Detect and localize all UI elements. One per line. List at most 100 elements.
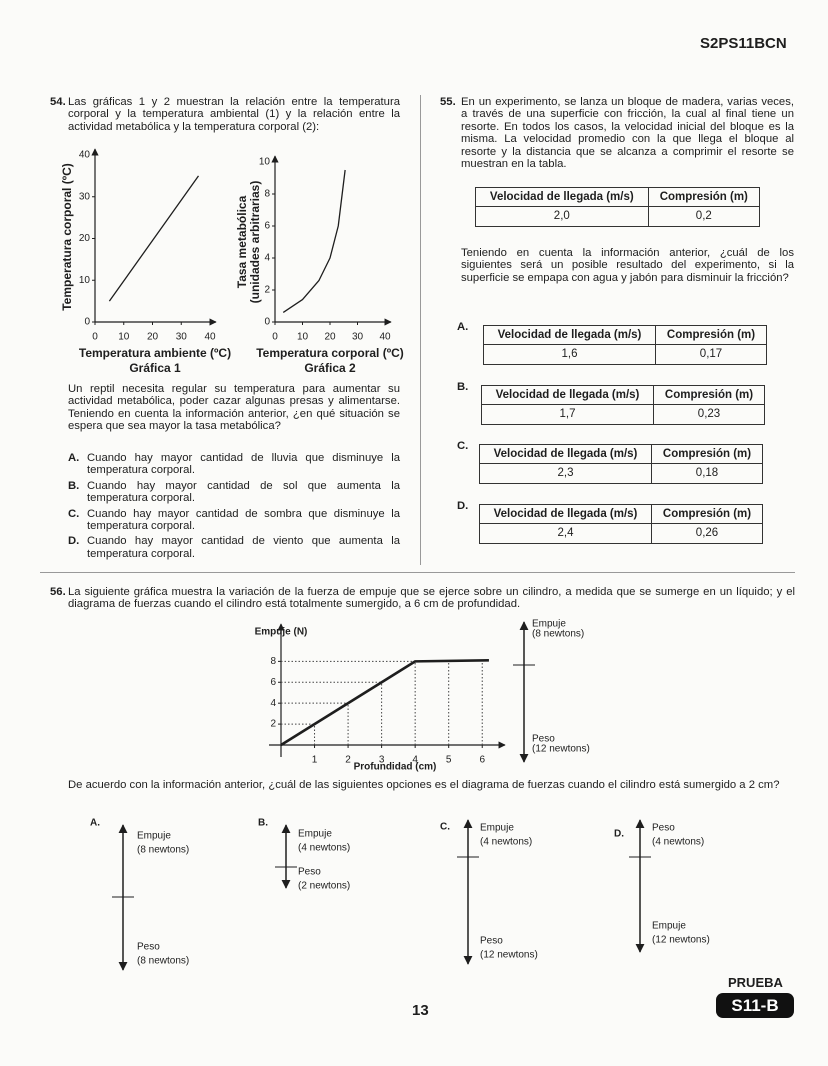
force-name: Empuje [652, 921, 686, 932]
y-tick-label: 0 [84, 317, 90, 328]
force-amount: (12 newtons) [480, 950, 538, 961]
x-axis-label: Profundidad (cm) [354, 762, 437, 773]
table-row: Velocidad de llegada (m/s) Compresión (m) [483, 324, 767, 346]
data-line [108, 175, 200, 302]
x-tick-label: 3 [379, 755, 385, 766]
table-cell: 0,2 [647, 206, 761, 227]
y-tick-label: 20 [79, 233, 91, 244]
force-amount: (12 newtons) [652, 935, 710, 946]
y-tick-label: 8 [270, 656, 276, 667]
option-letter: C. [440, 822, 450, 833]
q-number: 55. [440, 96, 456, 108]
q-number: 56. [50, 586, 66, 598]
y-tick-label: 6 [270, 677, 276, 688]
y-tick-label: 4 [264, 253, 270, 264]
option-letter: D. [68, 535, 80, 548]
y-tick-label: 40 [79, 150, 91, 161]
q-stem: En un experimento, se lanza un bloque de… [461, 96, 794, 171]
caption: Gráfica 1 [129, 361, 181, 375]
table-cell: 0,17 [655, 344, 767, 365]
table-header: Compresión (m) [653, 384, 765, 406]
force-name: Empuje [532, 619, 566, 630]
x-tick-label: 30 [176, 332, 188, 343]
x-axis-label: Temperatura corporal (ºC) [256, 346, 404, 360]
force-name: Empuje [298, 829, 332, 840]
q-prompt: Teniendo en cuenta la información anteri… [461, 247, 794, 284]
x-tick-label: 1 [312, 755, 318, 766]
force-amount: (12 newtons) [532, 744, 590, 755]
option-text: Cuando hay mayor cantidad de viento que … [87, 535, 400, 560]
table-header: Velocidad de llegada (m/s) [483, 324, 656, 346]
force-name: Empuje [480, 823, 514, 834]
q-number: 54. [50, 96, 66, 108]
force-name: Peso [137, 942, 160, 953]
option-text: Cuando hay mayor cantidad de sol que aum… [87, 479, 400, 505]
y-tick-label: 10 [259, 157, 271, 168]
y-axis-label: Tasa metabólica [235, 195, 249, 288]
table-cell: 0,23 [653, 404, 765, 425]
x-tick-label: 5 [446, 755, 452, 766]
y-tick-label: 4 [270, 698, 276, 709]
q-prompt: Un reptil necesita regular su temperatur… [68, 383, 400, 433]
x-tick-label: 10 [118, 332, 130, 343]
option-letter: D. [614, 829, 624, 840]
option-table: Velocidad de llegada (m/s) Compresión (m)… [479, 503, 763, 544]
option-table: Velocidad de llegada (m/s) Compresión (m)… [479, 443, 763, 484]
y-axis-label: Empuje (N) [255, 627, 308, 638]
force-amount: (4 newtons) [652, 837, 704, 848]
force-amount: (4 newtons) [298, 843, 350, 854]
force-amount: (2 newtons) [298, 881, 350, 892]
caption: Gráfica 2 [304, 361, 356, 375]
y-axis-label: (unidades arbitrarias) [248, 181, 262, 304]
option: A. Cuando hay mayor cantidad de lluvia qu… [68, 452, 400, 477]
data-line [280, 659, 489, 747]
option-letter: C. [68, 507, 80, 520]
x-tick-label: 30 [352, 332, 364, 343]
table-cell: 2,0 [475, 206, 649, 227]
header-code: S2PS11BCN [700, 35, 787, 52]
x-tick-label: 40 [204, 332, 216, 343]
page-number: 13 [412, 1002, 429, 1019]
table-header: Compresión (m) [651, 443, 763, 465]
option: C. Cuando hay mayor cantidad de sombra qu… [68, 508, 400, 533]
section-divider [40, 572, 795, 573]
option: D. Cuando hay mayor cantidad de viento qu… [68, 535, 400, 560]
y-tick-label: 2 [270, 719, 276, 730]
x-tick-label: 0 [272, 332, 278, 343]
x-tick-label: 10 [297, 332, 309, 343]
options: A. Cuando hay mayor cantidad de lluvia qu… [68, 452, 400, 560]
force-amount: (8 newtons) [137, 845, 189, 856]
table-row: Velocidad de llegada (m/s) Compresión (m) [479, 503, 763, 525]
option-text: Cuando hay mayor cantidad de sombra que … [87, 507, 400, 533]
badge: S11-B [716, 993, 794, 1018]
table-cell: 0,18 [651, 463, 763, 484]
table-cell: 1,6 [483, 344, 656, 365]
option: B. Cuando hay mayor cantidad de sol que a… [68, 480, 400, 505]
y-tick-label: 8 [264, 189, 270, 200]
force-name: Empuje [137, 831, 171, 842]
option-letter: A. [457, 321, 469, 333]
force-name: Peso [480, 936, 503, 947]
table-cell: 2,3 [479, 463, 652, 484]
x-tick-label: 4 [412, 755, 418, 766]
force-name: Peso [298, 867, 321, 878]
table-cell: 0,26 [651, 523, 763, 544]
force-amount: (8 newtons) [532, 629, 584, 640]
y-axis-label: Temperatura corporal (ºC) [60, 163, 74, 311]
option-letter: B. [68, 479, 80, 492]
x-tick-label: 20 [324, 332, 336, 343]
badge-top: PRUEBA [728, 975, 783, 990]
table-header: Compresión (m) [651, 503, 763, 525]
option-letter: A. [90, 818, 100, 829]
q-prompt: De acuerdo con la información anterior, … [68, 779, 780, 791]
option-letter: B. [258, 818, 268, 829]
table-header: Velocidad de llegada (m/s) [475, 186, 649, 208]
y-tick-label: 6 [264, 221, 270, 232]
x-tick-label: 20 [147, 332, 159, 343]
y-tick-label: 2 [264, 285, 270, 296]
x-tick-label: 6 [479, 755, 485, 766]
table-row: Velocidad de llegada (m/s) Compresión (m) [481, 384, 765, 406]
data-line [282, 169, 346, 313]
data-table: Velocidad de llegada (m/s) Compresión (m)… [475, 186, 761, 227]
